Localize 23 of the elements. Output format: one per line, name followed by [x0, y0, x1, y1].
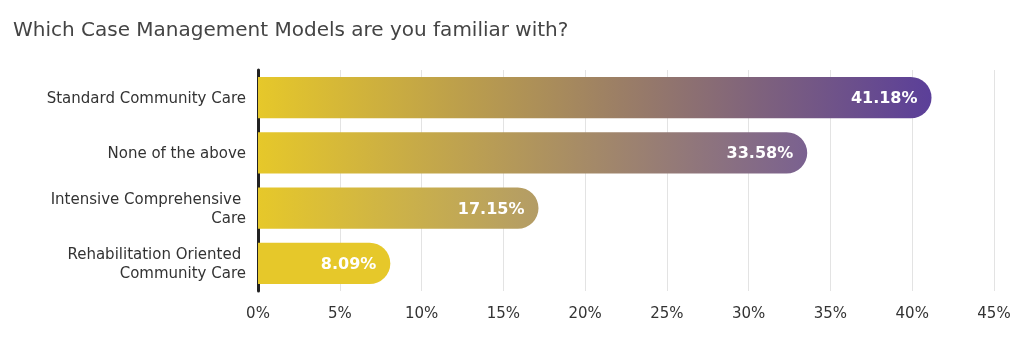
x-tick-label: 10%: [404, 303, 439, 322]
x-tick-label: 15%: [486, 303, 521, 322]
x-tick-label: 0%: [246, 303, 270, 322]
x-tick-label: 20%: [568, 303, 602, 322]
bar: [258, 187, 539, 229]
x-tick-label: 25%: [650, 303, 684, 322]
y-tick-label: Rehabilitation Oriented Community Care: [67, 244, 246, 282]
x-tick-label: 35%: [813, 303, 848, 322]
data-label: 33.58%: [726, 143, 794, 163]
y-tick-label: Intensive Comprehensive Care: [50, 189, 246, 227]
bar: [258, 76, 932, 119]
x-tick-label: 45%: [977, 303, 1011, 322]
bar: [258, 242, 391, 285]
chart-title: Which Case Management Models are you familiar with?: [13, 17, 569, 41]
data-label: 17.15%: [457, 198, 525, 218]
y-tick-label: None of the above: [107, 143, 246, 162]
data-label: 8.09%: [320, 253, 377, 273]
y-tick-label: Standard Community Care: [46, 88, 246, 107]
x-tick-label: 30%: [731, 303, 766, 322]
data-label: 41.18%: [850, 88, 918, 108]
x-tick-label: 5%: [327, 303, 352, 322]
bar: [258, 132, 808, 174]
x-tick-label: 40%: [895, 303, 929, 322]
